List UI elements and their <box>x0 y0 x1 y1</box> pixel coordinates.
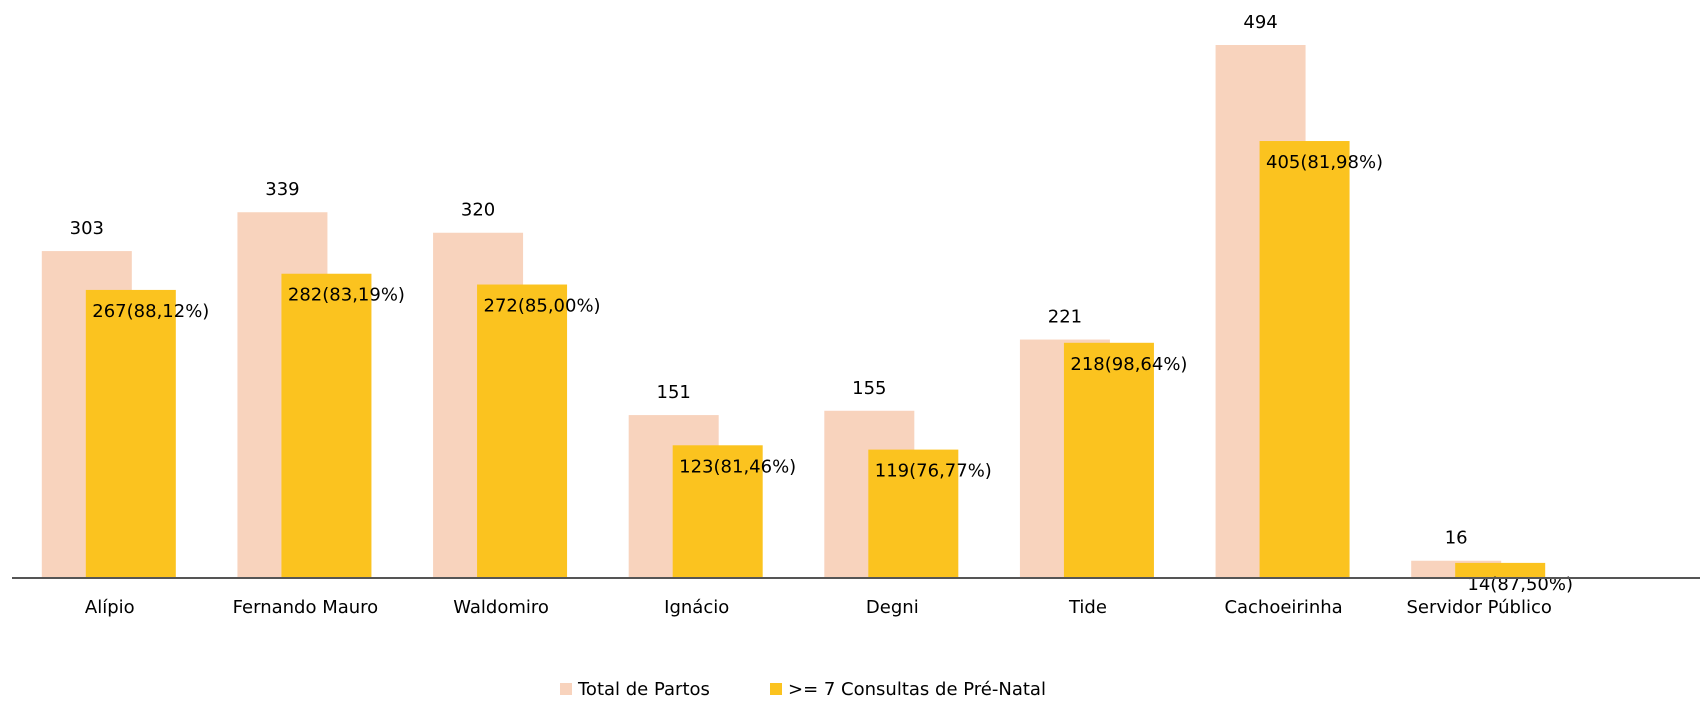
bar <box>85 289 176 578</box>
x-tick-label: Ignácio <box>664 597 729 618</box>
x-tick-label: Fernando Mauro <box>233 597 379 618</box>
x-tick-label: Alípio <box>85 597 135 618</box>
data-label: 221 <box>1048 307 1082 328</box>
legend-swatch <box>560 683 572 695</box>
legend-swatch <box>770 683 782 695</box>
bar <box>1259 141 1350 579</box>
x-tick-label: Waldomiro <box>453 597 549 618</box>
bar <box>477 284 568 578</box>
data-label: 339 <box>265 179 299 200</box>
x-tick-label: Tide <box>1068 597 1107 618</box>
data-label: 123(81,46%) <box>679 456 796 477</box>
legend-label: Total de Partos <box>577 679 710 700</box>
x-tick-label: Degni <box>866 597 919 618</box>
bar <box>868 449 959 578</box>
data-label: 494 <box>1243 12 1277 33</box>
data-label: 405(81,98%) <box>1266 152 1383 173</box>
data-label: 303 <box>70 218 104 239</box>
data-label: 155 <box>852 378 886 399</box>
bar <box>281 273 372 578</box>
data-label: 119(76,77%) <box>875 461 992 482</box>
data-label: 320 <box>461 200 495 221</box>
x-tick-label: Cachoeirinha <box>1224 597 1342 618</box>
data-label: 218(98,64%) <box>1070 354 1187 375</box>
bar <box>1455 562 1546 578</box>
data-label: 151 <box>657 382 691 403</box>
data-label: 14(87,50%) <box>1467 574 1573 595</box>
data-label: 282(83,19%) <box>288 285 405 306</box>
legend-label: >= 7 Consultas de Pré-Natal <box>788 679 1046 700</box>
data-label: 272(85,00%) <box>484 296 601 317</box>
bar <box>672 445 763 578</box>
x-tick-label: Servidor Público <box>1406 597 1551 618</box>
bar <box>1063 342 1154 578</box>
data-label: 267(88,12%) <box>92 301 209 322</box>
data-label: 16 <box>1445 528 1468 549</box>
